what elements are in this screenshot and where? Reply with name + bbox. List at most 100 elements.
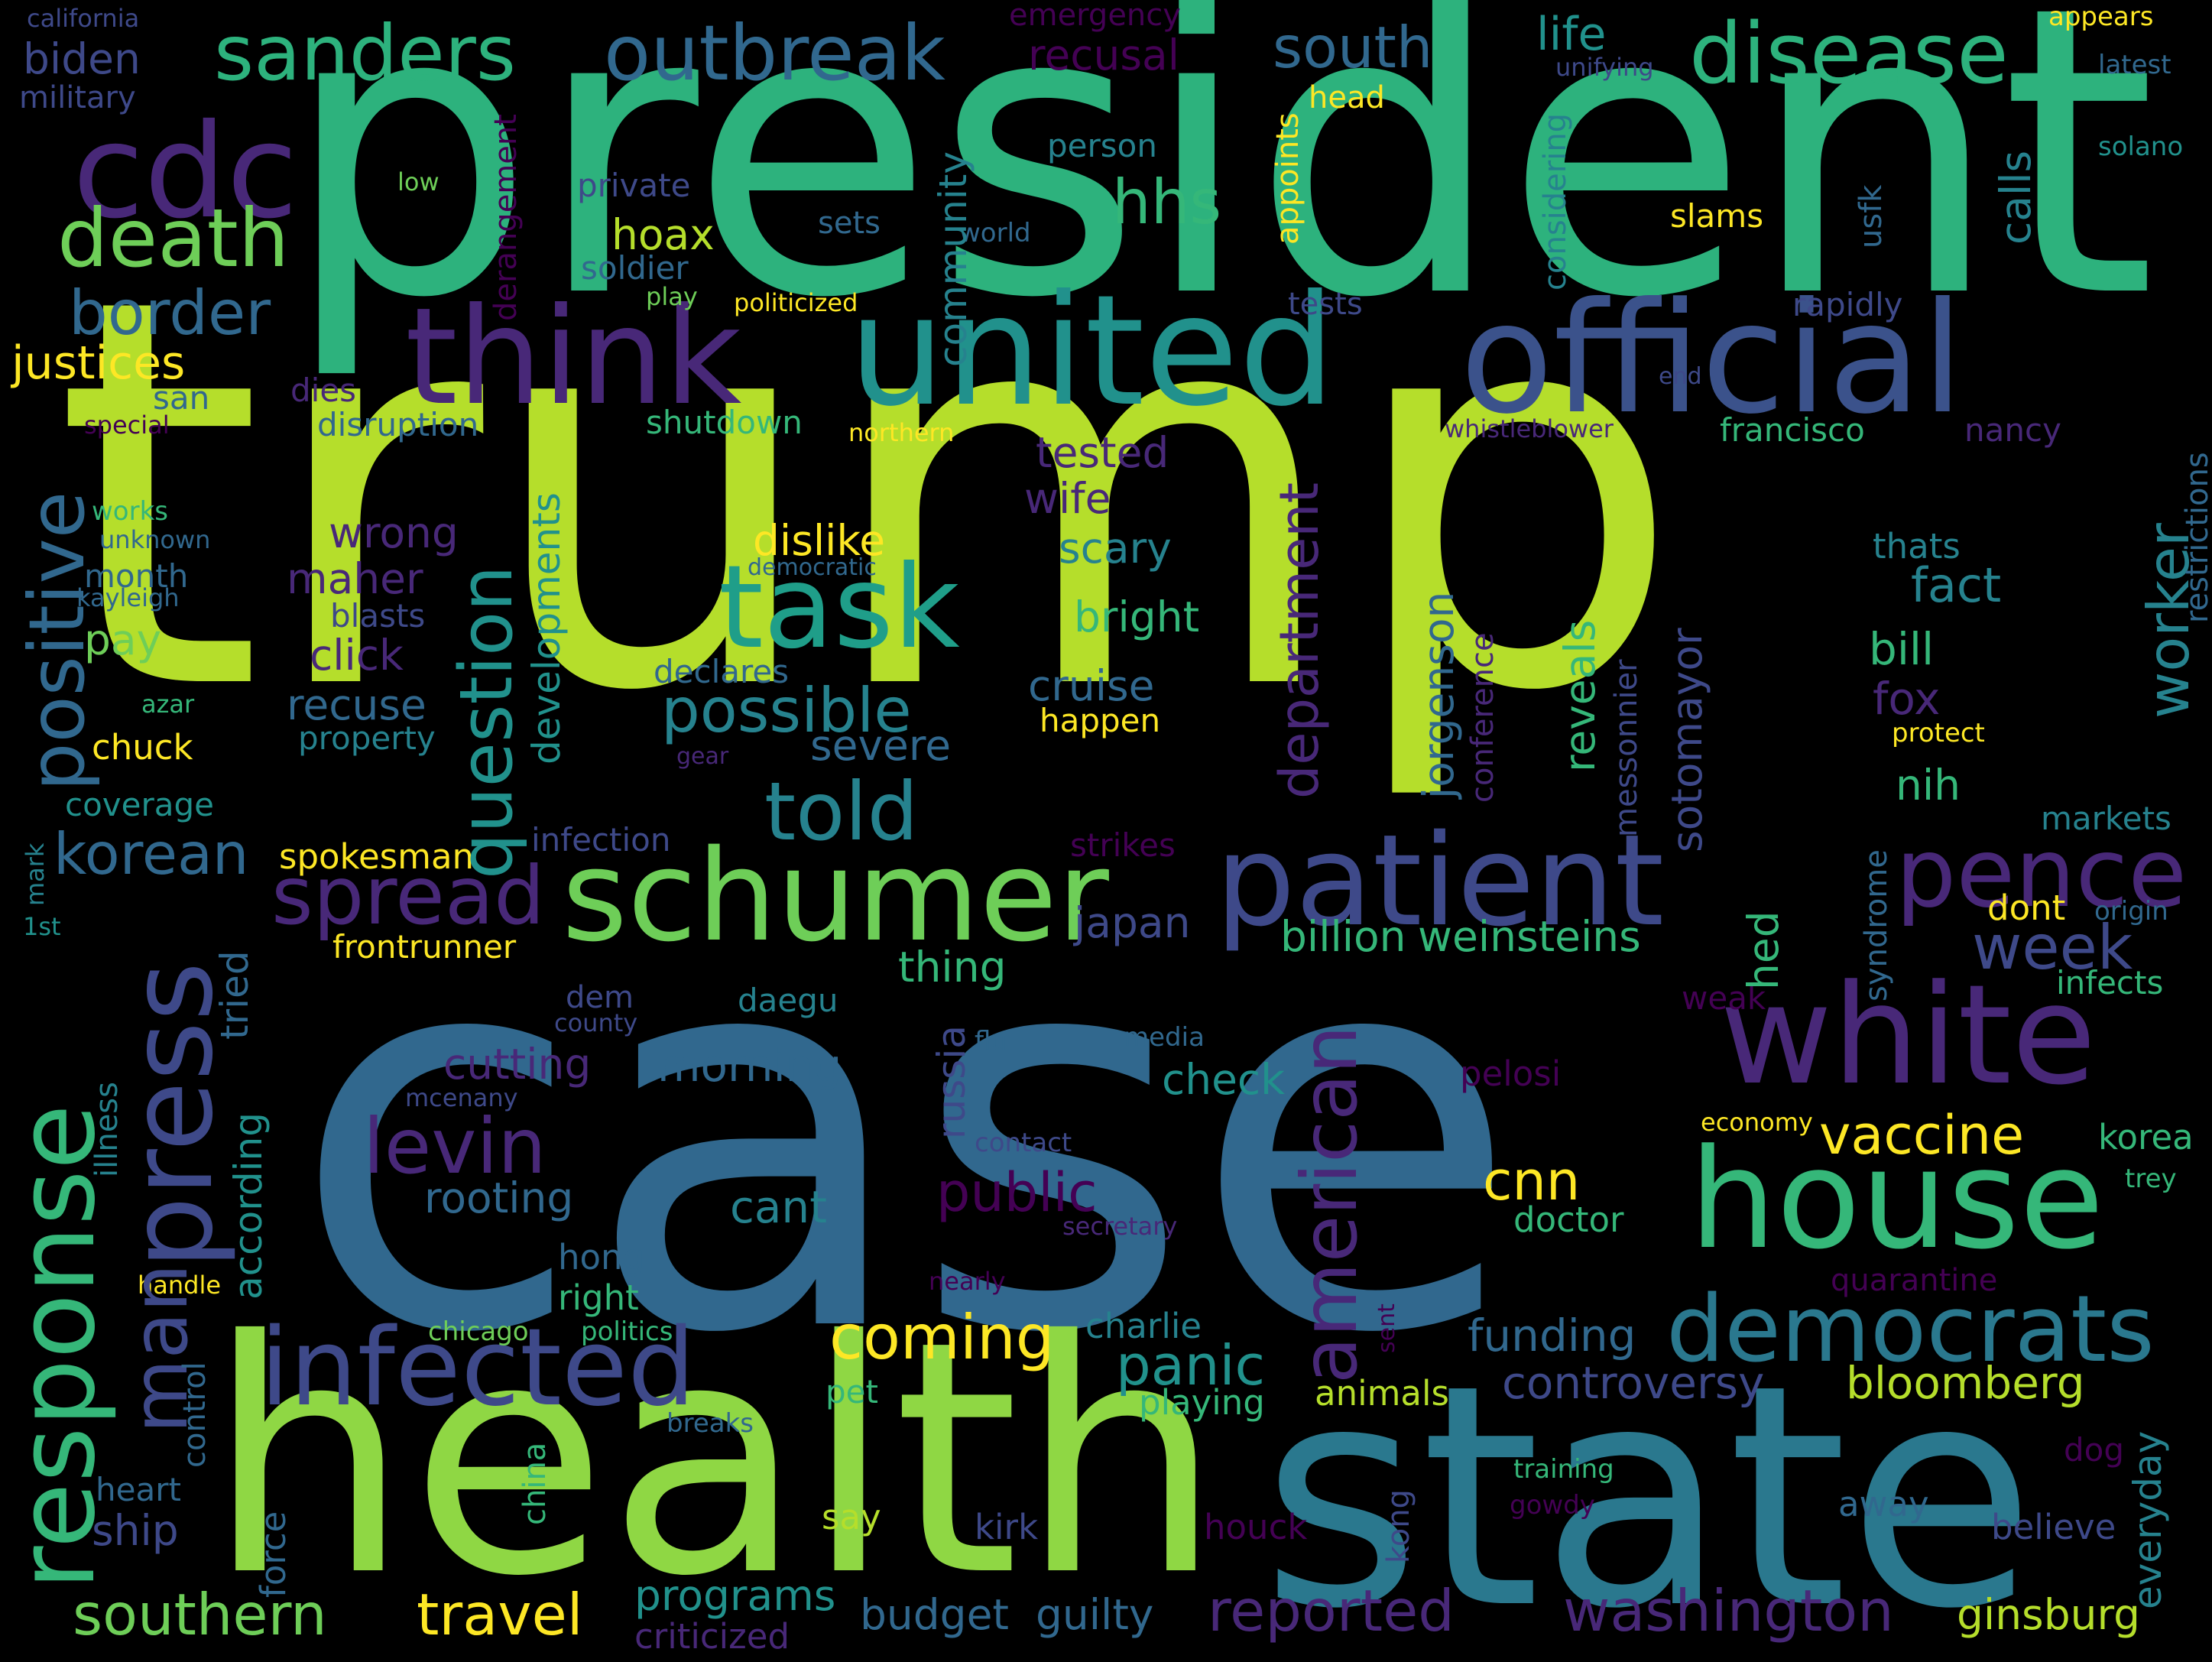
word-week: week — [1972, 912, 2133, 983]
word-travel: travel — [417, 1581, 583, 1648]
word-messonnier: messonnier — [1609, 659, 1644, 837]
word-daegu: daegu — [738, 982, 838, 1019]
word-san: san — [153, 379, 210, 417]
word-disruption: disruption — [317, 406, 479, 443]
word-billion: billion — [1280, 912, 1406, 961]
word-china: china — [517, 1442, 553, 1525]
word-hhs: hhs — [1112, 167, 1222, 238]
word-rooting: rooting — [424, 1173, 574, 1222]
word-blasts: blasts — [330, 597, 426, 635]
word-scary: scary — [1059, 524, 1172, 573]
word-kayleigh: kayleigh — [76, 583, 180, 612]
word-breaks: breaks — [667, 1408, 754, 1439]
word-coming: coming — [829, 1302, 1055, 1373]
word-kong: kong — [1381, 1489, 1416, 1563]
word-thing: thing — [898, 943, 1007, 992]
word-charlie: charlie — [1085, 1306, 1202, 1346]
word-life: life — [1536, 8, 1607, 61]
word-strikes: strikes — [1070, 826, 1176, 864]
word-fact: fact — [1911, 557, 2002, 613]
word-slams: slams — [1670, 197, 1764, 235]
word-programs: programs — [634, 1571, 836, 1620]
word-hoax: hoax — [611, 210, 715, 259]
word-believe: believe — [1991, 1507, 2116, 1547]
word-justices: justices — [11, 336, 186, 390]
word-everyday: everyday — [2126, 1430, 2170, 1609]
word-community: community — [931, 151, 975, 367]
word-military: military — [19, 80, 136, 115]
word-dislike: dislike — [753, 516, 886, 565]
word-nih: nih — [1896, 761, 1961, 810]
word-county: county — [554, 1008, 638, 1037]
word-sets: sets — [818, 206, 881, 241]
word-south: south — [1273, 14, 1433, 81]
word-severe: severe — [810, 721, 952, 770]
word-appoints: appoints — [1270, 112, 1305, 245]
word-works: works — [92, 496, 168, 527]
word-mcenany: mcenany — [405, 1083, 518, 1112]
word-pay: pay — [84, 615, 162, 664]
word-month: month — [84, 557, 189, 595]
word-weinsteins: weinsteins — [1418, 912, 1641, 961]
word-media: media — [1124, 1022, 1205, 1053]
word-russia: russia — [929, 1025, 974, 1139]
word-think: think — [405, 280, 742, 435]
word-origin: origin — [2094, 896, 2168, 927]
word-ginsburg: ginsburg — [1957, 1590, 2141, 1639]
word-jorgenson: jorgenson — [1414, 591, 1463, 799]
word-soldier: soldier — [581, 249, 689, 287]
word-heart: heart — [96, 1471, 181, 1508]
word-vaccine: vaccine — [1819, 1104, 2025, 1167]
word-unknown: unknown — [99, 525, 211, 554]
word-pence: pence — [1896, 818, 2188, 929]
word-happen: happen — [1040, 702, 1161, 739]
word-cdc: cdc — [73, 96, 298, 248]
word-white: white — [1720, 956, 2097, 1115]
word-usfk: usfk — [1854, 184, 1889, 248]
word-latest: latest — [2098, 50, 2171, 80]
word-outbreak: outbreak — [604, 8, 945, 98]
word-hed: hed — [1739, 911, 1788, 990]
word-person: person — [1047, 127, 1157, 164]
word-weak: weak — [1682, 979, 1766, 1017]
word-property: property — [298, 719, 436, 757]
word-united: united — [848, 262, 1336, 440]
word-official: official — [1460, 270, 1964, 448]
word-chuck: chuck — [92, 727, 193, 768]
word-question: question — [445, 565, 529, 879]
word-chicago: chicago — [428, 1316, 529, 1347]
word-fox: fox — [1873, 673, 1941, 725]
word-tried: tried — [212, 950, 257, 1040]
word-sent: sent — [1374, 1303, 1400, 1353]
word-declares: declares — [654, 653, 790, 690]
word-sanders: sanders — [214, 8, 516, 98]
word-dem: dem — [566, 980, 634, 1015]
word-play: play — [646, 282, 698, 311]
word-korean: korean — [54, 820, 249, 888]
word-playing: playing — [1139, 1382, 1265, 1423]
word-doctor: doctor — [1513, 1199, 1624, 1240]
word-tests: tests — [1288, 287, 1363, 322]
word-mark: mark — [21, 842, 50, 906]
word-flu: flu — [975, 1026, 1007, 1057]
word-controversy: controversy — [1502, 1357, 1765, 1409]
word-state: state — [1261, 1320, 2036, 1662]
word-pet: pet — [825, 1373, 878, 1410]
word-end: end — [1659, 363, 1702, 390]
word-task: task — [718, 541, 960, 674]
word-recuse: recuse — [287, 680, 427, 729]
word-gowdy: gowdy — [1510, 1490, 1595, 1521]
word-morning: morning — [657, 1040, 842, 1092]
word-tested: tested — [1036, 428, 1169, 477]
word-bloomberg: bloomberg — [1846, 1357, 2085, 1409]
word-japan: japan — [1074, 898, 1191, 947]
word-wrong: wrong — [329, 508, 459, 557]
word-ship: ship — [92, 1506, 179, 1555]
word-told: told — [764, 765, 919, 859]
word-handle: handle — [138, 1271, 222, 1300]
word-dont: dont — [1987, 888, 2066, 928]
word-control: control — [177, 1362, 212, 1468]
word-biden: biden — [23, 34, 141, 83]
word-azar: azar — [141, 690, 195, 719]
